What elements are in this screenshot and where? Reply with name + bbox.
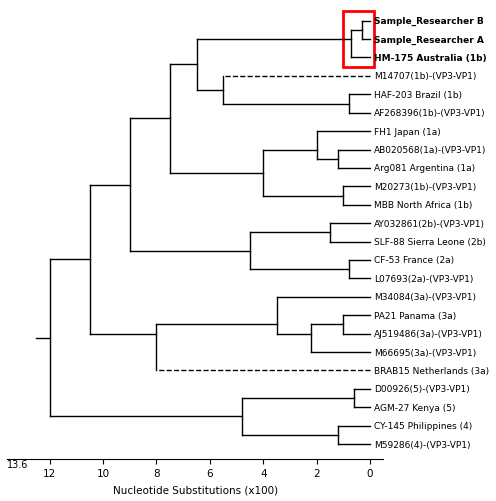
Text: BRAB15 Netherlands (3a): BRAB15 Netherlands (3a) — [374, 366, 489, 375]
Text: M34084(3a)-(VP3-VP1): M34084(3a)-(VP3-VP1) — [374, 293, 476, 302]
Text: MBB North Africa (1b): MBB North Africa (1b) — [374, 201, 473, 210]
Text: M20273(1b)-(VP3-VP1): M20273(1b)-(VP3-VP1) — [374, 182, 476, 191]
X-axis label: Nucleotide Substitutions (x100): Nucleotide Substitutions (x100) — [113, 484, 278, 494]
Text: PA21 Panama (3a): PA21 Panama (3a) — [374, 311, 456, 320]
Text: AY032861(2b)-(VP3-VP1): AY032861(2b)-(VP3-VP1) — [374, 219, 485, 228]
Text: HM-175 Australia (1b): HM-175 Australia (1b) — [374, 54, 487, 63]
Text: Sample_Researcher B: Sample_Researcher B — [374, 17, 484, 26]
Text: AB020568(1a)-(VP3-VP1): AB020568(1a)-(VP3-VP1) — [374, 146, 487, 155]
Text: AGM-27 Kenya (5): AGM-27 Kenya (5) — [374, 403, 456, 412]
Text: AF268396(1b)-(VP3-VP1): AF268396(1b)-(VP3-VP1) — [374, 109, 486, 118]
Text: Arg081 Argentina (1a): Arg081 Argentina (1a) — [374, 164, 475, 173]
Text: L07693(2a)-(VP3-VP1): L07693(2a)-(VP3-VP1) — [374, 275, 474, 283]
Text: 13.6: 13.6 — [7, 459, 28, 469]
Text: Sample_Researcher A: Sample_Researcher A — [374, 36, 484, 45]
Text: M59286(4)-(VP3-VP1): M59286(4)-(VP3-VP1) — [374, 440, 471, 449]
Text: FH1 Japan (1a): FH1 Japan (1a) — [374, 127, 441, 136]
Text: D00926(5)-(VP3-VP1): D00926(5)-(VP3-VP1) — [374, 385, 470, 394]
Text: SLF-88 Sierra Leone (2b): SLF-88 Sierra Leone (2b) — [374, 237, 486, 246]
Text: M66695(3a)-(VP3-VP1): M66695(3a)-(VP3-VP1) — [374, 348, 476, 357]
Text: HAF-203 Brazil (1b): HAF-203 Brazil (1b) — [374, 91, 462, 100]
Text: M14707(1b)-(VP3-VP1): M14707(1b)-(VP3-VP1) — [374, 72, 477, 81]
Text: CF-53 France (2a): CF-53 France (2a) — [374, 256, 454, 265]
Text: AJ519486(3a)-(VP3-VP1): AJ519486(3a)-(VP3-VP1) — [374, 330, 483, 339]
Text: CY-145 Philippines (4): CY-145 Philippines (4) — [374, 421, 472, 430]
